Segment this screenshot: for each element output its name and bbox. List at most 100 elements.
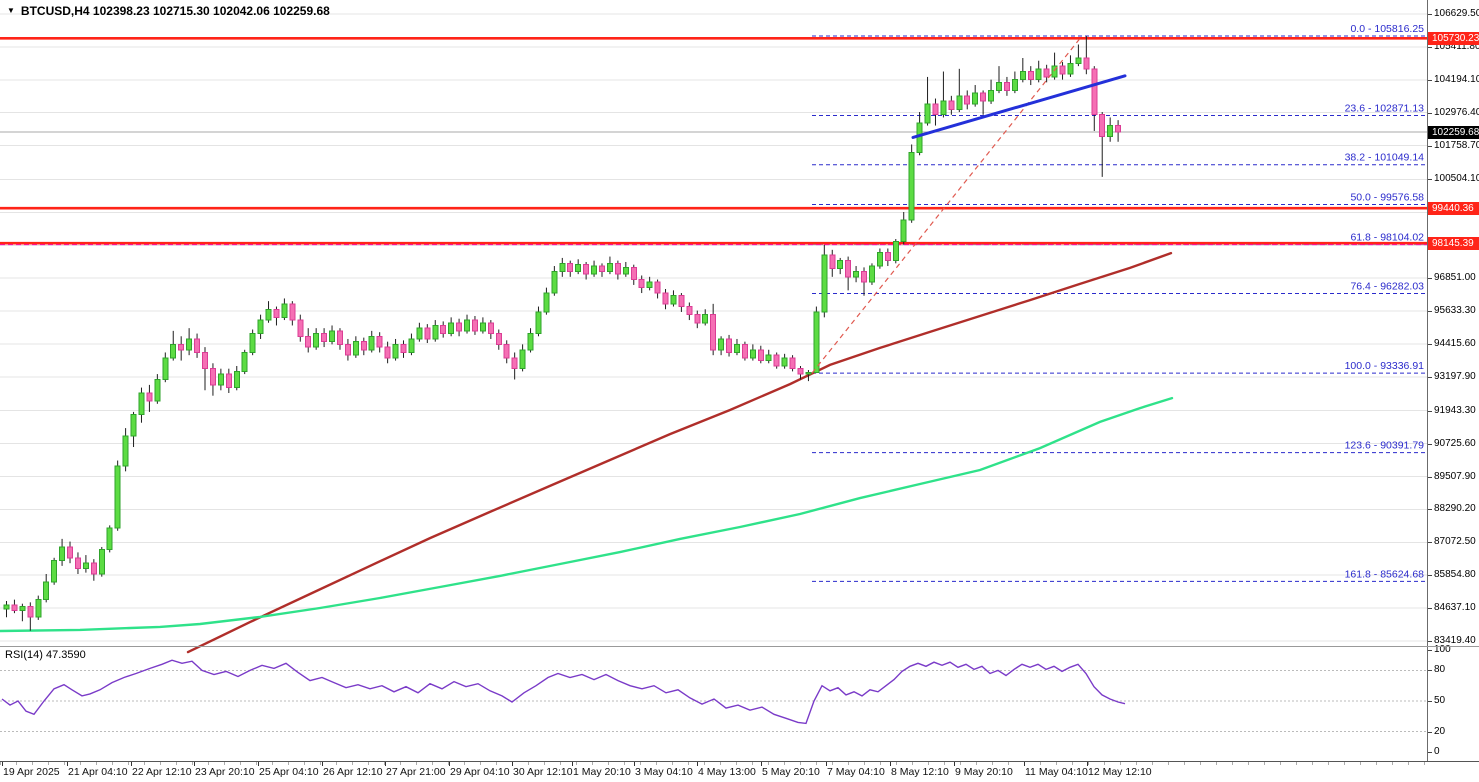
rsi-indicator-label: RSI(14) 47.3590 [5,649,86,661]
candle-body [868,265,875,283]
price-chart-canvas[interactable]: 0.0 - 105816.25 23.6 - 102871.13 38.2 - 10… [0,0,1427,762]
price-axis-label: 90725.60 [1434,437,1476,449]
candle-body [726,338,733,353]
candle-body [98,549,105,575]
candle-body [876,252,883,267]
candle-body [495,333,502,345]
candle-body [670,295,677,305]
time-axis-tick [449,762,450,766]
candle-body [138,392,145,416]
time-axis-label: 11 May 04:10 [1025,766,1088,778]
time-axis-label: 12 May 12:10 [1088,766,1152,778]
candle-body [336,330,343,345]
candle-body [662,292,669,305]
candle-body [368,335,375,351]
candle-body [313,333,320,348]
candle-body [59,546,66,561]
candle-body [479,322,486,332]
fib-diagonal-line [811,35,1083,374]
candle-body [186,338,193,351]
time-axis-tick [322,762,323,766]
price-axis-tick [1428,46,1432,48]
time-axis-tick [890,762,891,766]
fib-level-label: 38.2 - 101049.14 [1345,152,1425,164]
candle-body [948,100,955,110]
candle-body [122,435,129,467]
time-axis-tick [67,762,68,766]
candle-body [1059,65,1066,75]
time-axis-tick [826,762,827,766]
price-axis-tick [1428,145,1432,147]
candle-body [654,281,661,294]
price-axis-tick [1428,311,1432,313]
candle-body [114,465,121,529]
candle-body [1003,81,1010,91]
time-axis-tick [258,762,259,766]
candle-body [297,319,304,337]
candle-body [988,89,995,102]
ma-fast-line [0,396,1174,633]
candle-body [908,152,915,221]
time-axis-tick [131,762,132,766]
time-axis-label: 4 May 13:00 [698,766,756,778]
price-axis-tick [1428,376,1432,378]
candle-body [980,92,987,102]
candle-body [376,335,383,348]
price-axis-label: 96851.00 [1434,272,1476,284]
candle-body [892,241,899,262]
time-axis[interactable]: 19 Apr 2025 21 Apr 04:10 22 Apr 12:10 23 Ap… [0,762,1479,782]
candle-body [583,264,590,275]
fib-level-label: 50.0 - 99576.58 [1350,192,1424,204]
price-axis-label: 101758.70 [1434,139,1479,151]
candle-body [241,351,248,372]
price-axis-label: 83419.40 [1434,635,1476,646]
price-axis-label: 104194.10 [1434,73,1479,85]
candle-body [329,330,336,343]
candle-body [392,343,399,359]
candle-body [630,266,637,281]
candle-body [884,252,891,262]
candle-body [281,303,288,318]
time-axis-label: 3 May 04:10 [635,766,693,778]
symbol-dropdown-icon[interactable]: ▼ [7,6,15,15]
candle-body [257,319,264,335]
candle-body [916,122,923,154]
candle-body [567,262,574,272]
pane-separator[interactable] [0,646,1479,647]
candle-body [646,281,653,289]
candle-body [511,357,518,370]
candle-body [170,343,177,359]
candle-body [1035,68,1042,81]
time-axis-tick [2,762,3,766]
time-axis-label: 26 Apr 12:10 [323,766,383,778]
candle-body [416,327,423,340]
price-axis-tick [1428,14,1432,15]
time-axis-label: 22 Apr 12:10 [132,766,192,778]
candle-body [773,354,780,367]
time-axis-tick [512,762,513,766]
candle-body [757,349,764,362]
candle-body [217,373,224,386]
candle-body [74,557,81,570]
candle-body [940,100,947,116]
candle-body [606,262,613,272]
price-axis-tick [1428,112,1432,114]
time-axis-tick [1087,762,1088,766]
time-axis-tick [954,762,955,766]
price-axis[interactable]: 106629.50 105411.80 104194.10 102976.40 1017… [1428,0,1479,762]
candle-body [551,270,558,294]
candle-body [710,314,717,351]
time-axis-label: 29 Apr 04:10 [450,766,510,778]
candle-body [765,354,772,362]
candle-body [805,372,812,375]
candle-body [503,343,510,359]
time-axis-label: 9 May 20:10 [955,766,1013,778]
price-axis-tick [1428,278,1432,280]
fib-level-label: 76.4 - 96282.03 [1350,281,1424,293]
rsi-axis-label: 100 [1434,644,1451,655]
price-axis-tick [1428,608,1432,610]
candle-body [1043,68,1050,78]
time-axis-tick [385,762,386,766]
price-axis-tick [1428,476,1432,478]
candle-body [622,266,629,275]
